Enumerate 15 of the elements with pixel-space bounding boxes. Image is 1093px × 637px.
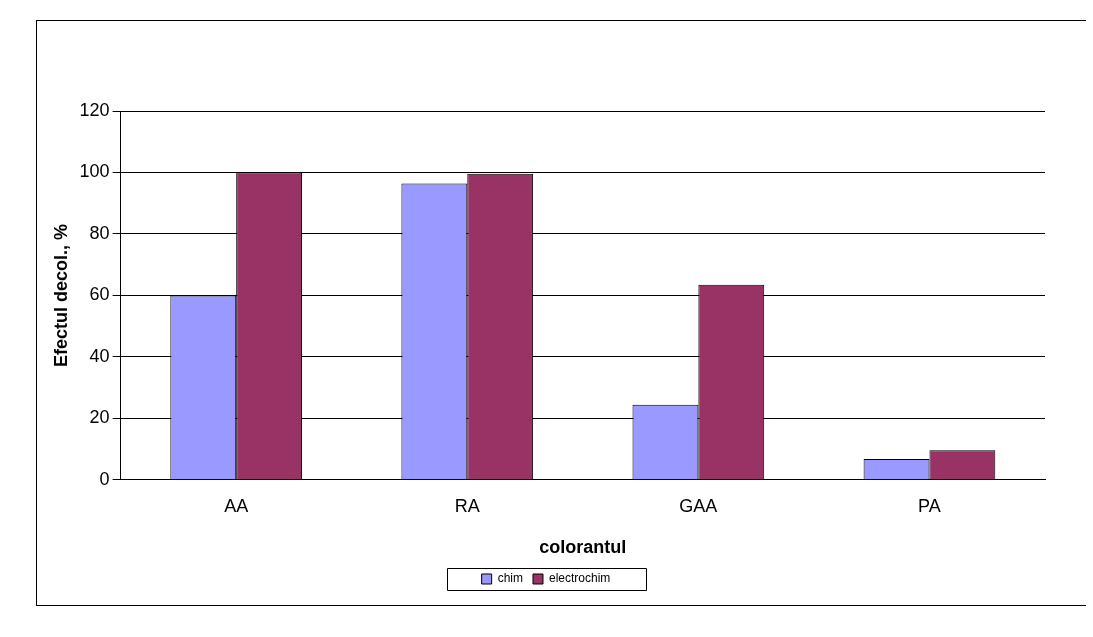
legend-label: electrochim (548, 571, 611, 586)
y-tick-label: 0 (99, 468, 110, 489)
x-tick-label: PA (918, 495, 941, 516)
x-tick-label: GAA (679, 495, 718, 516)
y-tick-label: 20 (89, 407, 110, 428)
x-axis-title: colorantul (539, 537, 627, 558)
y-tick-label: 80 (89, 222, 110, 243)
y-axis-title: Efectul decol., % (50, 223, 71, 367)
y-tick-label: 40 (89, 345, 110, 366)
y-tick-label: 120 (79, 99, 110, 120)
y-tick-label: 100 (79, 161, 110, 182)
y-tick-label: 60 (89, 284, 110, 305)
x-tick-label: AA (224, 495, 249, 516)
legend-label: chim (497, 571, 523, 586)
x-tick-label: RA (454, 495, 480, 516)
